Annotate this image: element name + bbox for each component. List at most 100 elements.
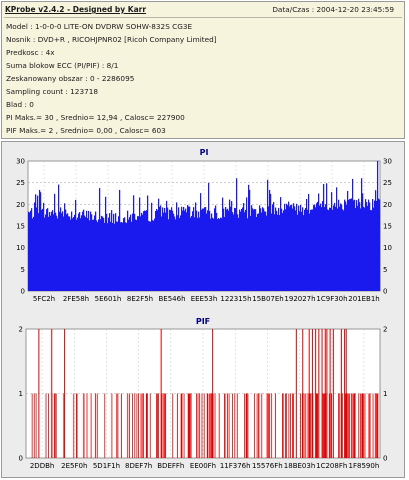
pi-bar — [181, 206, 183, 291]
pi-bar — [362, 193, 364, 291]
pi-bar — [89, 220, 91, 291]
pi-bar — [128, 219, 130, 291]
pi-bar — [236, 178, 238, 291]
pi-bar — [86, 210, 88, 291]
pi-bar — [331, 192, 333, 291]
pi-bar — [220, 217, 222, 291]
pi-bar — [319, 205, 321, 291]
pi-bar — [196, 210, 198, 291]
pi-bar — [189, 206, 191, 291]
pi-bar — [237, 214, 239, 291]
pi-bar — [311, 209, 313, 291]
pi-bar — [327, 209, 329, 291]
pi-bar — [226, 209, 228, 291]
pi-bar — [118, 216, 120, 291]
pi-bar — [60, 207, 62, 291]
pi-bar — [61, 213, 63, 291]
pi-bar — [84, 215, 86, 291]
pi-bar — [350, 198, 352, 291]
pi-ytick-left: 30 — [16, 158, 25, 166]
datetime-label: Data/Czas : — [272, 5, 315, 14]
pi-ytick-left: 25 — [16, 179, 25, 187]
pi-bar — [318, 193, 320, 291]
pi-bar — [221, 218, 223, 291]
pi-bar — [58, 184, 60, 291]
pi-bar — [32, 218, 34, 291]
pi-bar — [222, 197, 224, 291]
pi-bar — [62, 211, 64, 291]
pi-bar — [200, 193, 202, 291]
pi-bar — [293, 203, 295, 291]
pi-ytick-right: 20 — [383, 201, 392, 209]
pi-bar — [228, 210, 230, 291]
pi-bar — [298, 205, 300, 291]
pi-bar — [343, 210, 345, 291]
pi-bar — [79, 212, 81, 291]
pi-ytick-left: 10 — [16, 244, 25, 252]
pi-bar — [355, 208, 357, 291]
pi-bar — [132, 213, 134, 291]
pi-bar — [104, 222, 106, 291]
pi-xtick: EEE53h — [191, 295, 218, 303]
pi-bar — [149, 221, 151, 291]
info-pi-stats: PI Maks.= 30 , Srednio= 12,94 , Calosc= … — [6, 113, 185, 122]
pi-ytick-right: 30 — [383, 158, 392, 166]
pi-bar — [275, 207, 277, 291]
pi-bar — [96, 220, 98, 291]
pi-bar — [159, 206, 161, 291]
pi-bar — [335, 206, 337, 291]
pi-bar — [75, 199, 77, 291]
pi-bar — [134, 213, 136, 291]
pi-bar — [115, 213, 117, 291]
pi-bar — [265, 211, 267, 291]
pi-bar — [133, 195, 135, 291]
pi-bar — [186, 212, 188, 291]
pi-bar — [292, 208, 294, 291]
pi-bar — [364, 207, 366, 291]
info-scan-range: Zeskanowany obszar : 0 - 2286095 — [6, 74, 135, 83]
pi-bar — [352, 178, 354, 291]
pi-bar — [267, 179, 269, 291]
pif-xtick: 2E5F0h — [61, 462, 87, 470]
pi-bar — [216, 212, 218, 291]
pi-bar — [51, 211, 53, 291]
pi-bar — [178, 207, 180, 291]
pi-bar — [94, 215, 96, 291]
pi-bar — [347, 191, 349, 291]
pi-bar — [357, 205, 359, 291]
pi-bar — [301, 211, 303, 291]
info-speed: Predkosc : 4x — [6, 48, 55, 57]
pi-bar — [184, 210, 186, 291]
pi-bar — [167, 207, 169, 291]
pi-bar — [280, 197, 282, 291]
pi-bar — [47, 208, 49, 291]
pi-bar — [39, 189, 41, 291]
pi-bar — [33, 216, 35, 291]
pi-bar — [180, 215, 182, 291]
info-header: KProbe v2.4.2 - Designed by Karr Data/Cz… — [4, 4, 402, 16]
pi-bar — [227, 208, 229, 291]
pi-bar — [212, 217, 214, 291]
pi-bar — [103, 217, 105, 291]
pif-xtick: 2DDBh — [30, 462, 54, 470]
pi-bar — [253, 209, 255, 291]
pif-chart: PIF 0 0 1 1 2 2 2DDBh 2E5F0h 5D1F1h 8DEF7h BDEFFh EE… — [19, 317, 388, 470]
pi-bar — [154, 218, 156, 291]
pi-bar — [330, 207, 332, 291]
pif-title: PIF — [196, 317, 210, 326]
pi-bar — [187, 205, 189, 291]
pi-ytick-right: 10 — [383, 244, 392, 252]
pi-bar — [127, 210, 129, 291]
pi-bar — [201, 209, 203, 291]
pi-bar — [235, 208, 237, 291]
pi-bar — [341, 204, 343, 291]
pi-bar — [37, 195, 39, 291]
pi-bar — [129, 217, 131, 291]
pi-bar — [283, 210, 285, 291]
pi-bar — [98, 219, 100, 291]
pi-bar — [266, 215, 268, 291]
pi-bar — [174, 216, 176, 291]
pi-bar — [195, 202, 197, 291]
pi-bar — [286, 203, 288, 291]
pi-bar — [255, 209, 257, 291]
